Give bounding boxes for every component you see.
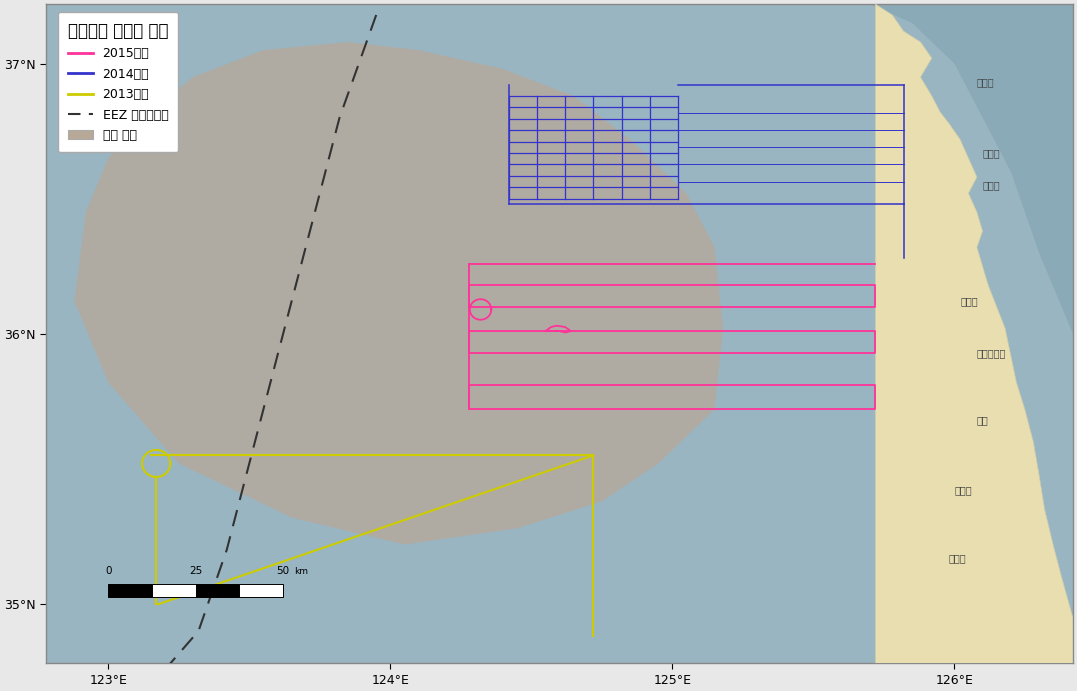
Bar xyxy=(196,584,239,597)
Polygon shape xyxy=(46,4,1073,663)
Text: 안면도: 안면도 xyxy=(982,148,1001,158)
Text: km: km xyxy=(294,567,308,576)
Bar xyxy=(109,584,152,597)
Legend: 2015년도, 2014년도, 2013년도, EEZ 가상경계선, 군산 분지: 2015년도, 2014년도, 2013년도, EEZ 가상경계선, 군산 분지 xyxy=(57,12,179,152)
Text: 0: 0 xyxy=(104,566,112,576)
Text: 위도: 위도 xyxy=(977,415,989,425)
Polygon shape xyxy=(74,42,723,545)
Text: 고군산군도: 고군산군도 xyxy=(977,348,1006,358)
Text: 25: 25 xyxy=(190,566,202,576)
Text: 연아도: 연아도 xyxy=(954,486,973,495)
Bar xyxy=(239,584,283,597)
Text: 어청도: 어청도 xyxy=(960,296,978,306)
Text: 50: 50 xyxy=(277,566,290,576)
Text: 삽사도: 삽사도 xyxy=(982,180,1001,190)
Bar xyxy=(152,584,196,597)
Text: 왕자도: 왕자도 xyxy=(949,553,966,563)
Text: 선진도: 선진도 xyxy=(977,77,994,88)
Polygon shape xyxy=(876,4,1073,663)
